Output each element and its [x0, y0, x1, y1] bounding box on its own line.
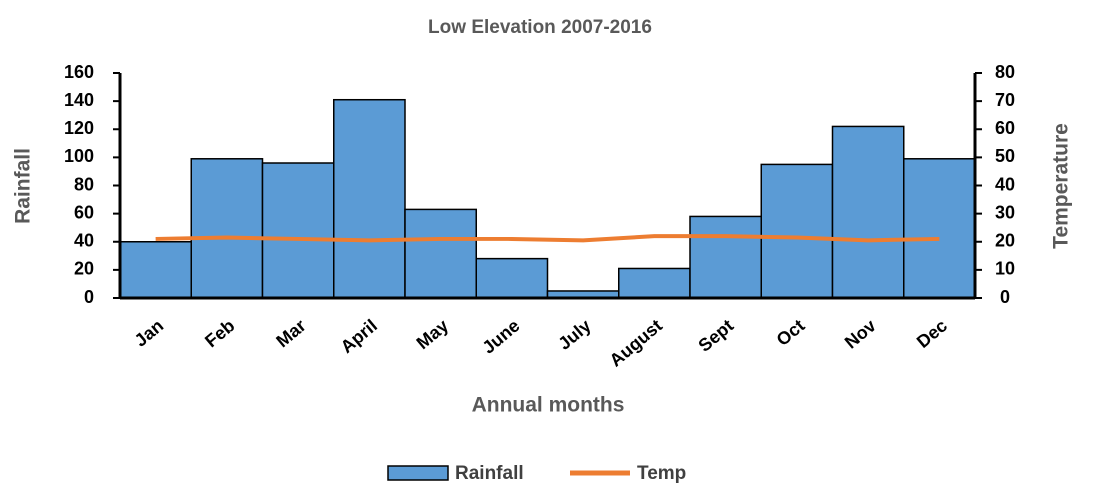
y2-tick-label: 60 — [995, 118, 1015, 138]
bar — [903, 158, 976, 299]
y2-tick-label: 0 — [1000, 287, 1010, 307]
bar — [404, 208, 477, 299]
bar — [689, 215, 762, 299]
temp-line — [155, 234, 940, 243]
y2-tick-label: 70 — [995, 90, 1015, 110]
bar — [333, 98, 406, 299]
legend-label: Temp — [637, 463, 686, 484]
chart-title: Low Elevation 2007-2016 — [428, 17, 652, 38]
x-tick-label: Sept — [695, 315, 738, 355]
y-tick-label: 0 — [84, 287, 94, 307]
x-tick-label: June — [478, 315, 523, 357]
bar — [261, 162, 335, 299]
y2-tick-label: 10 — [995, 259, 1015, 279]
y-tick-label: 60 — [74, 202, 94, 222]
x-tick-label: Mar — [272, 315, 309, 351]
bar — [119, 241, 192, 299]
y2-tick-label: 80 — [995, 62, 1015, 82]
x-tick-label: July — [554, 315, 594, 353]
x-tick-label: May — [413, 315, 453, 353]
legend-swatch — [387, 465, 449, 481]
bar — [618, 267, 691, 299]
x-tick-label: Jan — [131, 315, 168, 350]
y-tick-label: 140 — [64, 90, 94, 110]
bar — [760, 163, 834, 299]
y-axis-title: Rainfall — [12, 148, 35, 224]
y-tick-label: 40 — [74, 231, 94, 251]
y2-tick-label: 30 — [995, 202, 1015, 222]
x-axis-title: Annual months — [472, 394, 625, 417]
legend-label: Rainfall — [455, 463, 524, 484]
y-tick-label: 120 — [64, 118, 94, 138]
x-tick-label: Oct — [773, 315, 809, 350]
x-tick-label: Feb — [201, 315, 238, 351]
x-tick-label: Dec — [913, 315, 951, 352]
bar — [831, 125, 905, 299]
x-tick-label: April — [337, 315, 381, 357]
y-tick-label: 80 — [74, 174, 94, 194]
bar — [475, 257, 549, 299]
y-tick-label: 160 — [64, 62, 94, 82]
y-tick-label: 20 — [74, 259, 94, 279]
x-tick-label: Nov — [841, 315, 880, 352]
y2-tick-label: 40 — [995, 174, 1015, 194]
x-tick-label: August — [606, 315, 666, 370]
y2-axis-title: Temperature — [1050, 123, 1073, 249]
y-tick-label: 100 — [64, 146, 94, 166]
y2-tick-label: 20 — [995, 231, 1015, 251]
bar — [190, 158, 264, 299]
y2-tick-label: 50 — [995, 146, 1015, 166]
